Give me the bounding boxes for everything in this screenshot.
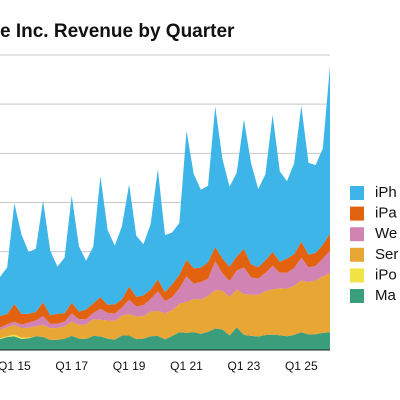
legend-swatch xyxy=(350,227,364,242)
legend-swatch xyxy=(350,247,364,262)
legend-swatch xyxy=(350,268,364,283)
legend-label: iPo xyxy=(375,266,397,283)
legend-swatch xyxy=(350,206,364,221)
legend-label: We xyxy=(375,225,397,242)
legend-label: iPh xyxy=(375,184,397,201)
x-tick-label: Q1 19 xyxy=(113,359,146,373)
legend-label: Ma xyxy=(375,287,396,304)
chart-title: e Inc. Revenue by Quarter xyxy=(0,21,235,42)
x-tick-label: Q1 21 xyxy=(170,359,203,373)
x-tick-label: Q1 15 xyxy=(0,359,31,373)
legend-swatch xyxy=(350,186,364,200)
area xyxy=(0,250,330,330)
area xyxy=(0,327,330,350)
area xyxy=(0,233,330,328)
area xyxy=(0,66,330,316)
x-tick-label: Q1 17 xyxy=(55,359,88,373)
legend-swatch xyxy=(350,289,364,303)
legend-label: iPa xyxy=(375,205,397,222)
x-tick-label: Q1 25 xyxy=(285,359,318,373)
x-tick-label: Q1 23 xyxy=(228,359,261,373)
legend-label: Ser xyxy=(375,246,398,263)
area xyxy=(0,273,330,340)
